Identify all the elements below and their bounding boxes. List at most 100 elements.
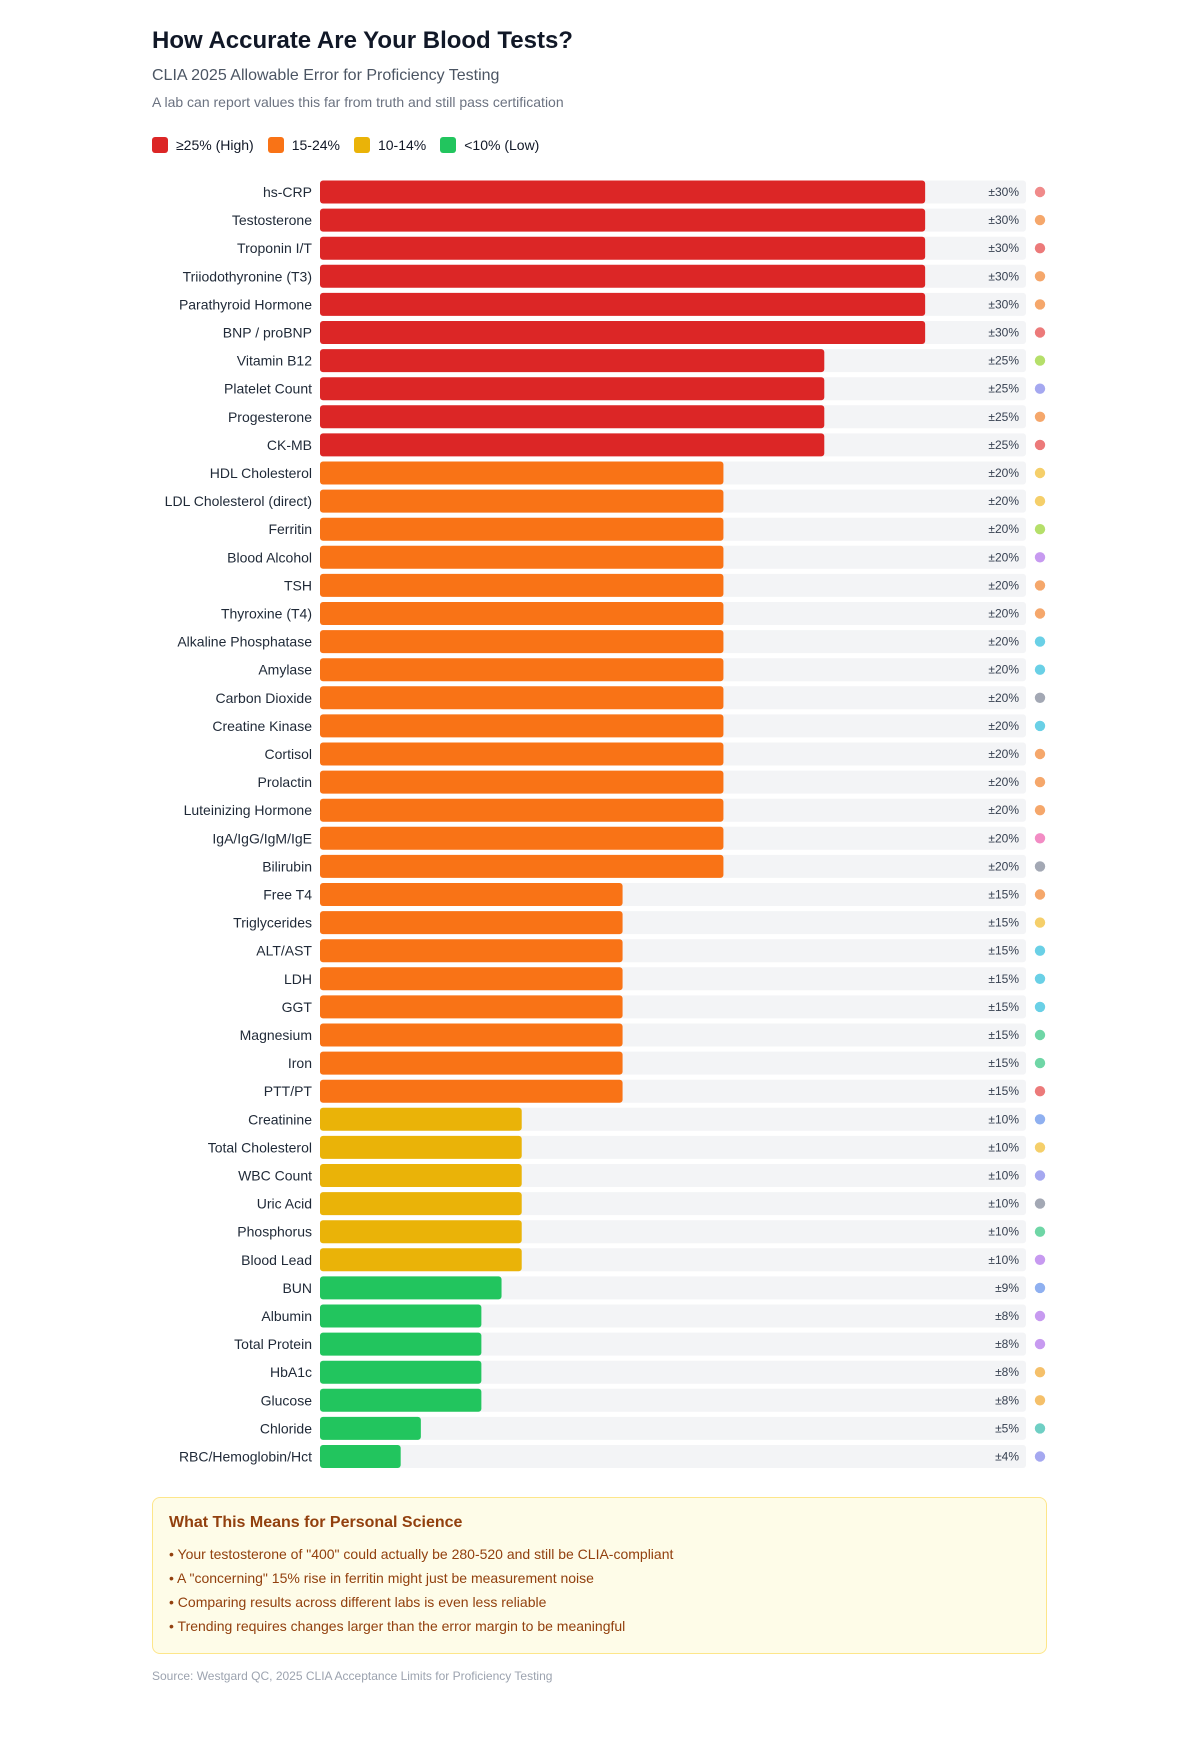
category-dot — [1034, 467, 1046, 479]
category-label: Alkaline Phosphatase — [177, 634, 312, 650]
bar — [320, 180, 926, 204]
category-dot — [1034, 973, 1046, 984]
value-label: ±10% — [988, 1225, 1019, 1239]
category-label: BNP / proBNP — [223, 325, 312, 341]
category-dot — [1034, 692, 1046, 703]
value-label: ±30% — [988, 297, 1019, 311]
category-dot — [1034, 1451, 1046, 1462]
category-dot — [1034, 271, 1046, 282]
category-label: Cortisol — [265, 746, 312, 762]
category-dot — [1034, 664, 1046, 675]
legend-item-medium: 10-14% — [353, 137, 427, 153]
category-label: Progesterone — [228, 409, 312, 425]
info-item: • A "concerning" 15% rise in ferritin mi… — [169, 1570, 594, 1586]
category-label: Prolactin — [258, 774, 312, 790]
category-label: Triiodothyronine (T3) — [183, 268, 312, 284]
bar — [320, 1332, 482, 1356]
info-item: • Trending requires changes larger than … — [169, 1618, 626, 1634]
category-label: Luteinizing Hormone — [184, 802, 313, 818]
category-label: Parathyroid Hormone — [179, 296, 312, 312]
value-label: ±30% — [988, 185, 1019, 199]
legend-item-low: <10% (Low) — [440, 137, 539, 153]
info-item: • Comparing results across different lab… — [169, 1594, 547, 1610]
bar-track — [320, 1332, 1026, 1356]
bar — [320, 377, 825, 401]
category-dot — [1034, 327, 1046, 338]
info-item: • Your testosterone of "400" could actua… — [169, 1546, 674, 1562]
bar — [320, 517, 724, 541]
value-label: ±10% — [988, 1253, 1019, 1267]
category-dot — [1034, 748, 1046, 760]
category-dot — [1034, 1001, 1046, 1013]
value-label: ±10% — [988, 1169, 1019, 1183]
bar — [320, 1416, 421, 1440]
category-label: Amylase — [258, 662, 312, 678]
category-dot — [1034, 243, 1046, 254]
category-dot — [1034, 1310, 1046, 1322]
category-dot — [1034, 945, 1046, 956]
bar — [320, 545, 724, 569]
bar — [320, 264, 926, 288]
category-label: Bilirubin — [262, 858, 312, 874]
category-label: LDH — [284, 971, 312, 987]
category-label: Magnesium — [240, 1027, 312, 1043]
category-dot — [1034, 1226, 1046, 1237]
legend-label: 10-14% — [377, 137, 427, 153]
bar-track — [320, 1304, 1026, 1328]
bar — [320, 208, 926, 232]
category-label: Total Protein — [234, 1336, 312, 1352]
value-label: ±20% — [988, 803, 1019, 817]
category-dot — [1034, 1367, 1046, 1378]
legend-swatch — [267, 137, 284, 153]
category-dot — [1034, 636, 1046, 647]
value-label: ±20% — [988, 719, 1019, 733]
value-label: ±9% — [995, 1281, 1019, 1295]
bar — [320, 630, 724, 654]
category-dot — [1034, 1170, 1046, 1181]
category-dot — [1034, 889, 1046, 900]
bar — [320, 911, 623, 935]
bar — [320, 1304, 482, 1328]
source-note: Source: Westgard QC, 2025 CLIA Acceptanc… — [152, 1669, 553, 1683]
value-label: ±20% — [988, 747, 1019, 761]
category-dot — [1034, 299, 1046, 310]
category-dot — [1034, 805, 1046, 816]
category-label: Albumin — [261, 1308, 312, 1324]
category-dot — [1034, 1086, 1046, 1097]
bar — [320, 292, 926, 316]
value-label: ±10% — [988, 1197, 1019, 1211]
bar — [320, 236, 926, 260]
category-label: Platelet Count — [224, 381, 312, 397]
category-label: Triglycerides — [233, 915, 312, 931]
value-label: ±15% — [988, 888, 1019, 902]
value-label: ±20% — [988, 859, 1019, 873]
value-label: ±8% — [995, 1393, 1019, 1407]
category-dot — [1034, 1198, 1046, 1209]
legend-item-high: ≥25% (High) — [152, 137, 254, 153]
value-label: ±25% — [988, 382, 1019, 396]
bar — [320, 1023, 623, 1047]
bar — [320, 1192, 522, 1216]
value-label: ±20% — [988, 522, 1019, 536]
category-dot — [1034, 776, 1046, 788]
legend-label: <10% (Low) — [464, 137, 540, 153]
bar — [320, 714, 724, 738]
category-label: Free T4 — [263, 887, 312, 903]
value-label: ±15% — [988, 916, 1019, 930]
bar-chart: hs-CRP ±30% Testosterone ±30% Troponin I/T ±3… — [165, 180, 1046, 1468]
page-note: A lab can report values this far from tr… — [152, 94, 564, 110]
category-dot — [1034, 355, 1046, 366]
value-label: ±15% — [988, 944, 1019, 958]
info-list: • Your testosterone of "400" could actua… — [169, 1542, 1030, 1638]
value-label: ±15% — [988, 972, 1019, 986]
category-label: IgA/IgG/IgM/IgE — [212, 830, 312, 846]
category-label: Ferritin — [268, 521, 312, 537]
value-label: ±30% — [988, 241, 1019, 255]
value-label: ±15% — [988, 1000, 1019, 1014]
bar — [320, 1248, 522, 1272]
category-dot — [1034, 1423, 1046, 1434]
value-label: ±15% — [988, 1056, 1019, 1070]
category-dot — [1034, 439, 1046, 451]
category-label: BUN — [282, 1280, 312, 1296]
bar — [320, 405, 825, 429]
